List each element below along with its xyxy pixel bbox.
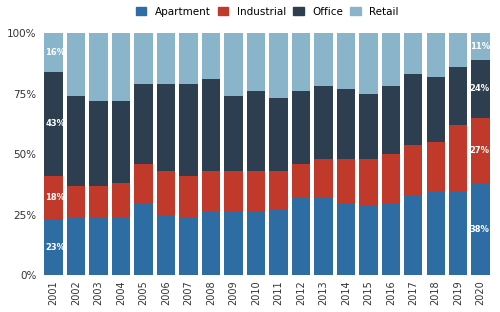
Bar	[382, 33, 400, 86]
Text: 27%: 27%	[470, 146, 490, 155]
Legend: Apartment, Industrial, Office, Retail: Apartment, Industrial, Office, Retail	[136, 7, 398, 17]
Bar	[314, 33, 332, 86]
Bar	[359, 33, 378, 94]
Bar	[44, 176, 63, 220]
Bar	[67, 33, 86, 96]
Bar	[314, 86, 332, 159]
Bar	[449, 67, 468, 125]
Bar	[224, 171, 242, 212]
Bar	[224, 212, 242, 275]
Bar	[90, 186, 108, 217]
Text: 18%: 18%	[45, 193, 65, 202]
Bar	[292, 164, 310, 198]
Text: 23%: 23%	[45, 243, 65, 252]
Bar	[202, 79, 220, 171]
Bar	[336, 89, 355, 159]
Bar	[314, 198, 332, 275]
Bar	[336, 159, 355, 203]
Bar	[292, 91, 310, 164]
Bar	[112, 183, 130, 217]
Bar	[426, 142, 445, 191]
Text: 16%: 16%	[45, 48, 66, 57]
Bar	[449, 125, 468, 191]
Bar	[202, 33, 220, 79]
Bar	[44, 72, 63, 176]
Bar	[269, 171, 287, 210]
Bar	[157, 171, 176, 215]
Bar	[359, 205, 378, 275]
Text: 38%: 38%	[470, 225, 490, 234]
Bar	[224, 33, 242, 96]
Bar	[246, 33, 265, 91]
Bar	[67, 217, 86, 275]
Bar	[269, 99, 287, 171]
Bar	[292, 198, 310, 275]
Bar	[472, 118, 490, 183]
Bar	[382, 154, 400, 203]
Bar	[269, 210, 287, 275]
Bar	[336, 33, 355, 89]
Bar	[157, 215, 176, 275]
Bar	[67, 186, 86, 217]
Bar	[472, 60, 490, 118]
Bar	[314, 159, 332, 198]
Bar	[359, 94, 378, 159]
Bar	[90, 101, 108, 186]
Bar	[224, 96, 242, 171]
Bar	[180, 84, 198, 176]
Bar	[67, 96, 86, 186]
Bar	[449, 33, 468, 67]
Bar	[449, 191, 468, 275]
Bar	[180, 217, 198, 275]
Bar	[382, 86, 400, 154]
Bar	[472, 183, 490, 275]
Bar	[134, 164, 153, 203]
Bar	[404, 33, 422, 74]
Bar	[112, 33, 130, 101]
Bar	[90, 33, 108, 101]
Bar	[426, 191, 445, 275]
Bar	[180, 33, 198, 84]
Bar	[336, 203, 355, 275]
Bar	[426, 77, 445, 142]
Bar	[404, 195, 422, 275]
Bar	[202, 171, 220, 212]
Bar	[134, 84, 153, 164]
Text: 11%: 11%	[470, 42, 490, 51]
Bar	[134, 203, 153, 275]
Bar	[44, 33, 63, 72]
Bar	[157, 33, 176, 84]
Bar	[246, 171, 265, 212]
Bar	[180, 176, 198, 217]
Bar	[359, 159, 378, 205]
Bar	[246, 91, 265, 171]
Bar	[426, 33, 445, 77]
Bar	[404, 144, 422, 195]
Bar	[157, 84, 176, 171]
Bar	[382, 203, 400, 275]
Bar	[112, 217, 130, 275]
Bar	[134, 33, 153, 84]
Bar	[472, 33, 490, 60]
Bar	[112, 101, 130, 183]
Bar	[90, 217, 108, 275]
Text: 24%: 24%	[470, 84, 490, 93]
Bar	[404, 74, 422, 144]
Bar	[202, 212, 220, 275]
Bar	[44, 220, 63, 275]
Bar	[246, 212, 265, 275]
Text: 43%: 43%	[45, 119, 65, 129]
Bar	[292, 33, 310, 91]
Bar	[269, 33, 287, 99]
